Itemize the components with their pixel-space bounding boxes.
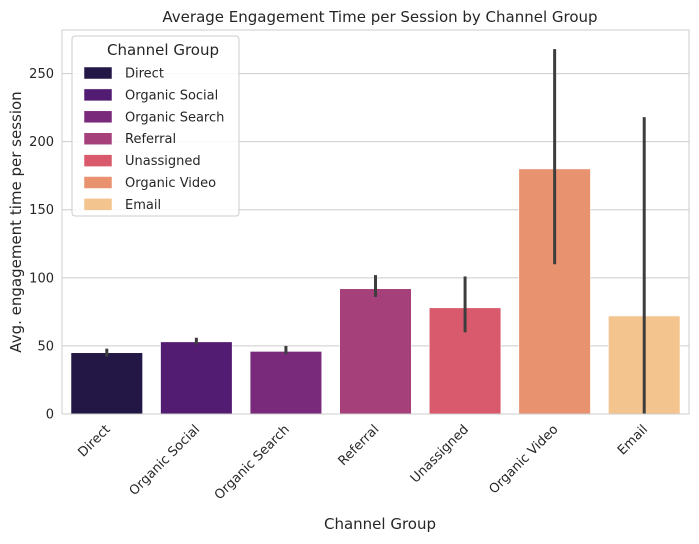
legend-swatch-referral bbox=[83, 132, 113, 145]
legend-swatch-organic-social bbox=[83, 88, 113, 102]
legend-swatch-direct bbox=[83, 66, 113, 80]
legend-items: Direct Organic Social Organic Search Referr… bbox=[83, 66, 224, 213]
y-tick-label: 0 bbox=[46, 408, 54, 423]
plot-frame bbox=[61, 29, 690, 415]
x-axis-title: Channel Group bbox=[324, 515, 436, 533]
y-axis-title: Avg. engagement time per session bbox=[7, 91, 25, 352]
bar-organic-search bbox=[249, 351, 323, 415]
y-tick-label: 100 bbox=[29, 271, 54, 286]
y-tick-label: 50 bbox=[37, 339, 54, 354]
legend-label-unassigned: Unassigned bbox=[125, 154, 201, 169]
legend-swatch-email bbox=[83, 198, 113, 211]
legend-label-organic-social: Organic Social bbox=[125, 88, 218, 103]
legend-label-organic-video: Organic Video bbox=[125, 176, 216, 191]
error-bars bbox=[105, 49, 646, 414]
y-tick-label: 250 bbox=[29, 67, 54, 82]
legend-swatch-organic-search bbox=[83, 110, 113, 124]
y-axis-ticks: 0 50 100 150 200 250 bbox=[29, 67, 54, 422]
y-tick-label: 150 bbox=[29, 203, 54, 218]
legend-swatch-unassigned bbox=[83, 154, 113, 167]
legend-label-organic-search: Organic Search bbox=[125, 110, 224, 125]
legend-title: Channel Group bbox=[107, 41, 219, 59]
chart-title: Average Engagement Time per Session by C… bbox=[162, 8, 597, 26]
legend-label-referral: Referral bbox=[125, 132, 176, 147]
legend-label-direct: Direct bbox=[125, 67, 164, 82]
legend: Channel Group Direct Organic Social Organi… bbox=[71, 35, 240, 217]
y-tick-label: 200 bbox=[29, 135, 54, 150]
legend-swatch-organic-video bbox=[83, 176, 113, 189]
legend-label-email: Email bbox=[125, 198, 161, 213]
legend-frame bbox=[71, 35, 240, 217]
bar-referral bbox=[339, 288, 412, 415]
bar-direct bbox=[70, 352, 143, 415]
bar-organic-social bbox=[160, 341, 233, 415]
